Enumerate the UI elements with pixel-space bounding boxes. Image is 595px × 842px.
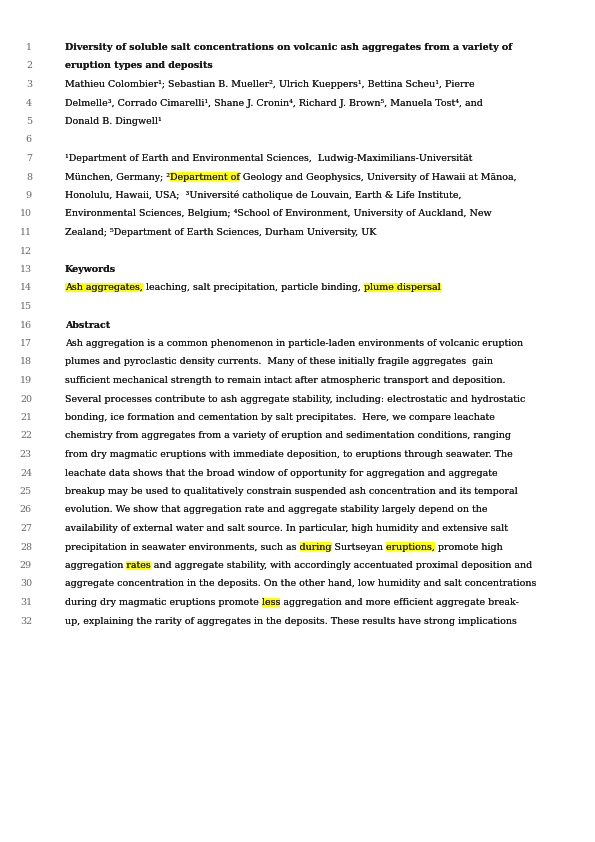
Text: München, Germany; ²Department of Geology and Geophysics, University of Hawaii at: München, Germany; ²Department of Geology… <box>65 173 516 182</box>
Text: 25: 25 <box>20 487 32 496</box>
Text: Delmelle³, Corrado Cimarelli¹, Shane J. Cronin⁴, Richard J. Brown⁵, Manuela Tost: Delmelle³, Corrado Cimarelli¹, Shane J. … <box>65 99 483 108</box>
Bar <box>126 561 151 570</box>
Text: 29: 29 <box>20 561 32 570</box>
Text: 4: 4 <box>26 99 32 108</box>
Text: 26: 26 <box>20 505 32 514</box>
Text: Several processes contribute to ash aggregate stability, including: electrostati: Several processes contribute to ash aggr… <box>65 395 525 403</box>
Text: 24: 24 <box>20 468 32 477</box>
Text: Honolulu, Hawaii, USA;  ³Université catholique de Louvain, Earth & Life Institut: Honolulu, Hawaii, USA; ³Université catho… <box>65 190 462 200</box>
Text: München, Germany; ²Department of Geology and Geophysics, University of Hawaii at: München, Germany; ²Department of Geology… <box>65 173 516 182</box>
Text: precipitation in seawater environments, such as during Surtseyan eruptions, prom: precipitation in seawater environments, … <box>65 542 503 552</box>
Text: Abstract: Abstract <box>65 321 110 329</box>
Text: eruption types and deposits: eruption types and deposits <box>65 61 213 71</box>
Text: Ash aggregation is a common phenomenon in particle-laden environments of volcani: Ash aggregation is a common phenomenon i… <box>65 339 523 348</box>
Text: breakup may be used to qualitatively constrain suspended ash concentration and i: breakup may be used to qualitatively con… <box>65 487 518 496</box>
Text: 15: 15 <box>20 302 32 311</box>
Text: Zealand; ⁵Department of Earth Sciences, Durham University, UK: Zealand; ⁵Department of Earth Sciences, … <box>65 228 377 237</box>
Text: evolution. We show that aggregation rate and aggregate stability largely depend : evolution. We show that aggregation rate… <box>65 505 487 514</box>
Text: sufficient mechanical strength to remain intact after atmospheric transport and : sufficient mechanical strength to remain… <box>65 376 506 385</box>
Text: aggregate concentration in the deposits. On the other hand, low humidity and sal: aggregate concentration in the deposits.… <box>65 579 536 589</box>
Text: 28: 28 <box>20 542 32 552</box>
Text: aggregation rates and aggregate stability, with accordingly accentuated proximal: aggregation rates and aggregate stabilit… <box>65 561 533 570</box>
Text: 9: 9 <box>26 191 32 200</box>
Text: 10: 10 <box>20 210 32 219</box>
Text: chemistry from aggregates from a variety of eruption and sedimentation condition: chemistry from aggregates from a variety… <box>65 431 511 440</box>
Text: 6: 6 <box>26 136 32 145</box>
Text: during dry magmatic eruptions promote less aggregation and more efficient aggreg: during dry magmatic eruptions promote le… <box>65 598 519 607</box>
Text: Diversity of soluble salt concentrations on volcanic ash aggregates from a varie: Diversity of soluble salt concentrations… <box>65 43 512 52</box>
Text: 22: 22 <box>20 431 32 440</box>
Text: during dry magmatic eruptions promote less aggregation and more efficient aggreg: during dry magmatic eruptions promote le… <box>65 598 519 607</box>
Bar <box>364 283 441 292</box>
Text: Ash aggregates, leaching, salt precipitation, particle binding, plume dispersal: Ash aggregates, leaching, salt precipita… <box>65 284 441 292</box>
Text: 12: 12 <box>20 247 32 255</box>
Text: 11: 11 <box>20 228 32 237</box>
Text: 3: 3 <box>26 80 32 89</box>
Text: 21: 21 <box>20 413 32 422</box>
Text: leachate data shows that the broad window of opportunity for aggregation and agg: leachate data shows that the broad windo… <box>65 468 497 477</box>
Text: Donald B. Dingwell¹: Donald B. Dingwell¹ <box>65 117 162 126</box>
Text: leachate data shows that the broad window of opportunity for aggregation and agg: leachate data shows that the broad windo… <box>65 468 497 477</box>
Text: Abstract: Abstract <box>65 321 110 329</box>
Text: 18: 18 <box>20 358 32 366</box>
Text: from dry magmatic eruptions with immediate deposition, to eruptions through seaw: from dry magmatic eruptions with immedia… <box>65 450 513 459</box>
Text: 20: 20 <box>20 395 32 403</box>
Text: 14: 14 <box>20 284 32 292</box>
Bar <box>170 172 240 181</box>
Text: 13: 13 <box>20 265 32 274</box>
Text: aggregate concentration in the deposits. On the other hand, low humidity and sal: aggregate concentration in the deposits.… <box>65 579 536 589</box>
Text: 5: 5 <box>26 117 32 126</box>
Text: chemistry from aggregates from a variety of eruption and sedimentation condition: chemistry from aggregates from a variety… <box>65 431 511 440</box>
Text: evolution. We show that aggregation rate and aggregate stability largely depend : evolution. We show that aggregation rate… <box>65 505 487 514</box>
Text: 8: 8 <box>26 173 32 182</box>
Text: bonding, ice formation and cementation by salt precipitates.  Here, we compare l: bonding, ice formation and cementation b… <box>65 413 495 422</box>
Text: 27: 27 <box>20 524 32 533</box>
Bar <box>262 598 280 606</box>
Text: Keywords: Keywords <box>65 265 116 274</box>
Text: from dry magmatic eruptions with immediate deposition, to eruptions through seaw: from dry magmatic eruptions with immedia… <box>65 450 513 459</box>
Bar <box>299 542 331 552</box>
Text: Donald B. Dingwell¹: Donald B. Dingwell¹ <box>65 117 162 126</box>
Text: 2: 2 <box>26 61 32 71</box>
Text: Diversity of soluble salt concentrations on volcanic ash aggregates from a varie: Diversity of soluble salt concentrations… <box>65 43 512 52</box>
Text: aggregation rates and aggregate stability, with accordingly accentuated proximal: aggregation rates and aggregate stabilit… <box>65 561 533 570</box>
Text: Environmental Sciences, Belgium; ⁴School of Environment, University of Auckland,: Environmental Sciences, Belgium; ⁴School… <box>65 210 491 219</box>
Text: up, explaining the rarity of aggregates in the deposits. These results have stro: up, explaining the rarity of aggregates … <box>65 616 517 626</box>
Text: Several processes contribute to ash aggregate stability, including: electrostati: Several processes contribute to ash aggr… <box>65 395 525 403</box>
Text: sufficient mechanical strength to remain intact after atmospheric transport and : sufficient mechanical strength to remain… <box>65 376 506 385</box>
Text: Ash aggregates, leaching, salt precipitation, particle binding, plume dispersal: Ash aggregates, leaching, salt precipita… <box>65 284 441 292</box>
Text: 7: 7 <box>26 154 32 163</box>
Text: 19: 19 <box>20 376 32 385</box>
Text: plumes and pyroclastic density currents.  Many of these initially fragile aggreg: plumes and pyroclastic density currents.… <box>65 358 493 366</box>
Text: Zealand; ⁵Department of Earth Sciences, Durham University, UK: Zealand; ⁵Department of Earth Sciences, … <box>65 228 377 237</box>
Text: breakup may be used to qualitatively constrain suspended ash concentration and i: breakup may be used to qualitatively con… <box>65 487 518 496</box>
Text: 30: 30 <box>20 579 32 589</box>
Text: ¹Department of Earth and Environmental Sciences,  Ludwig-Maximilians-Universität: ¹Department of Earth and Environmental S… <box>65 154 472 163</box>
Text: ¹Department of Earth and Environmental Sciences,  Ludwig-Maximilians-Universität: ¹Department of Earth and Environmental S… <box>65 154 472 163</box>
Text: Honolulu, Hawaii, USA;  ³Université catholique de Louvain, Earth & Life Institut: Honolulu, Hawaii, USA; ³Université catho… <box>65 190 462 200</box>
Text: Ash aggregation is a common phenomenon in particle-laden environments of volcani: Ash aggregation is a common phenomenon i… <box>65 339 523 348</box>
Text: Environmental Sciences, Belgium; ⁴School of Environment, University of Auckland,: Environmental Sciences, Belgium; ⁴School… <box>65 210 491 219</box>
Text: 1: 1 <box>26 43 32 52</box>
Text: plumes and pyroclastic density currents.  Many of these initially fragile aggreg: plumes and pyroclastic density currents.… <box>65 358 493 366</box>
Text: Mathieu Colombier¹; Sebastian B. Mueller², Ulrich Kueppers¹, Bettina Scheu¹, Pie: Mathieu Colombier¹; Sebastian B. Mueller… <box>65 80 475 89</box>
Text: 16: 16 <box>20 321 32 329</box>
Text: Keywords: Keywords <box>65 265 116 274</box>
Text: 31: 31 <box>20 598 32 607</box>
Text: Delmelle³, Corrado Cimarelli¹, Shane J. Cronin⁴, Richard J. Brown⁵, Manuela Tost: Delmelle³, Corrado Cimarelli¹, Shane J. … <box>65 99 483 108</box>
Text: 32: 32 <box>20 616 32 626</box>
Text: Mathieu Colombier¹; Sebastian B. Mueller², Ulrich Kueppers¹, Bettina Scheu¹, Pie: Mathieu Colombier¹; Sebastian B. Mueller… <box>65 80 475 89</box>
Text: availability of external water and salt source. In particular, high humidity and: availability of external water and salt … <box>65 524 508 533</box>
Text: 23: 23 <box>20 450 32 459</box>
Bar <box>386 542 435 552</box>
Bar <box>65 283 143 292</box>
Text: eruption types and deposits: eruption types and deposits <box>65 61 213 71</box>
Text: up, explaining the rarity of aggregates in the deposits. These results have stro: up, explaining the rarity of aggregates … <box>65 616 517 626</box>
Text: bonding, ice formation and cementation by salt precipitates.  Here, we compare l: bonding, ice formation and cementation b… <box>65 413 495 422</box>
Text: 17: 17 <box>20 339 32 348</box>
Text: precipitation in seawater environments, such as during Surtseyan eruptions, prom: precipitation in seawater environments, … <box>65 542 503 552</box>
Text: availability of external water and salt source. In particular, high humidity and: availability of external water and salt … <box>65 524 508 533</box>
